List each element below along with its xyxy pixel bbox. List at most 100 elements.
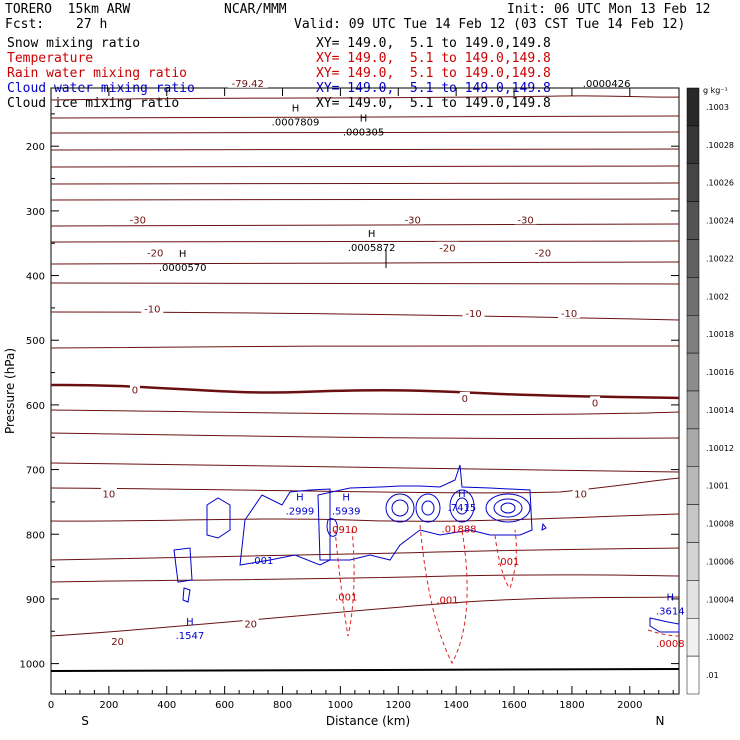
colorbar-swatch (686, 504, 700, 543)
cloud-water-contour (317, 464, 533, 561)
x-tick-label: 1000 (328, 700, 353, 711)
x-tick-label: 2000 (617, 700, 642, 711)
cloud-water-contours (173, 464, 680, 633)
direction-north: N (656, 714, 665, 728)
colorbar-tick-label: .1003 (706, 103, 729, 112)
valid-time: Valid: 09 UTC Tue 14 Feb 12 (03 CST Tue … (294, 17, 686, 32)
maximum-symbol: H (458, 489, 466, 500)
rain-water-contour (334, 529, 355, 637)
colorbar-tick-label: .10022 (706, 254, 734, 263)
isotherm-label: -10 (144, 305, 160, 316)
colorbar-swatch (686, 618, 700, 657)
maximum-value: .0000570 (159, 263, 207, 274)
cloud-water-contour (649, 617, 680, 633)
cloud-water-core (485, 493, 531, 523)
isotherm-label-bg (242, 617, 259, 629)
field-xy-rain: XY= 149.0, 5.1 to 149.0,149.8 (316, 66, 551, 81)
maximum-value: .1547 (176, 631, 205, 642)
isotherm-line (50, 131, 680, 134)
isotherm-label: 0 (462, 394, 468, 405)
isotherm-label-bg (100, 487, 117, 499)
direction-south: S (81, 714, 89, 728)
rain-water-contour (419, 524, 468, 665)
rain-water-contour (494, 529, 517, 589)
x-tick-label: 1200 (386, 700, 411, 711)
cloud-water-contour (173, 547, 193, 583)
colorbar-tick-label: .1001 (706, 482, 729, 491)
isotherm-label-bg (531, 246, 554, 258)
maximum-value: .2999 (286, 506, 315, 517)
y-tick-label: 500 (26, 336, 45, 347)
y-tick-label: 200 (26, 142, 45, 153)
maximum-symbol: H (368, 229, 376, 240)
isotherm-label-bg (109, 634, 126, 646)
isotherm-line (50, 282, 680, 285)
colorbar-swatch (686, 277, 700, 316)
isotherm-line (50, 261, 680, 265)
cloud-water-core (415, 493, 441, 523)
field-xy-snow: XY= 149.0, 5.1 to 149.0,149.8 (316, 36, 551, 51)
colorbar-swatch (686, 428, 700, 467)
isotherm-line (50, 345, 680, 349)
field-xy-temperature: XY= 149.0, 5.1 to 149.0,149.8 (316, 51, 551, 66)
maxima-labels: H .0007809 H .000305 H .0005872 H .0000570 .0000… (159, 79, 685, 650)
colorbar-tick-label: .10008 (706, 520, 734, 529)
x-tick-label: 800 (273, 700, 292, 711)
x-tick-label: 1800 (559, 700, 584, 711)
maximum-symbol: H (296, 492, 304, 503)
isotherm-label-bg (558, 307, 581, 319)
isotherm-label-bg (129, 383, 140, 395)
isotherm-line (50, 432, 680, 440)
x-tick-label: 1600 (501, 700, 526, 711)
isotherm-label: -20 (147, 248, 163, 259)
isotherm-label: -10 (561, 309, 577, 320)
maximum-value: .001 (497, 557, 519, 568)
isotherm-label: -20 (439, 244, 455, 255)
colorbar-tick-label: .10004 (706, 595, 734, 604)
cloud-water-contour (182, 587, 191, 603)
freezing-isotherm (50, 383, 680, 400)
isotherm-label-bg (462, 307, 485, 319)
surface-line (50, 668, 680, 672)
cloud-water-contour (239, 488, 331, 566)
colorbar-tick-label: .01 (706, 671, 719, 680)
field-name-cloud-ice: Cloud ice mixing ratio (7, 96, 180, 111)
isotherm-labels: -79.42 -30 -30 -30 -20 -20 -20 -10 -10 -10 0 0 0 10 10… (100, 76, 601, 648)
isotherm-label: -79.42 (232, 79, 264, 90)
isotherm-label-bg (572, 487, 589, 499)
cloud-water-core (500, 502, 516, 514)
isotherm-line (50, 462, 680, 473)
isotherm-line (50, 115, 680, 119)
isotherm-label-bg (514, 213, 537, 225)
isotherm-line (50, 198, 680, 201)
field-xy-cloud-ice: XY= 149.0, 5.1 to 149.0,149.8 (316, 96, 551, 111)
isotherm-label: -10 (465, 309, 481, 320)
maximum-symbol: H (186, 617, 194, 628)
maximum-value: .0910 (329, 525, 358, 536)
colorbar-tick-label: .10014 (706, 406, 734, 415)
isotherm-label: 20 (244, 620, 257, 631)
colorbar-tick-label: .10002 (706, 633, 734, 642)
maximum-symbol: H (292, 104, 300, 115)
isotherm-line (50, 409, 680, 416)
colorbar-swatch (686, 87, 700, 127)
colorbar-swatch (686, 352, 700, 392)
cloud-water-core (455, 497, 469, 515)
maximum-value: .3614 (656, 607, 685, 618)
isotherm-label-bg (436, 241, 459, 253)
forecast-value: 27 h (76, 17, 108, 32)
cloud-water-core (385, 493, 415, 523)
maximum-symbol: H (179, 249, 187, 260)
forecast-label: Fcst: (5, 17, 45, 32)
cloud-water-contour (326, 518, 338, 537)
maximum-value: .5939 (332, 506, 361, 517)
cloud-water-contour (541, 522, 547, 531)
isotherm-label-bg (144, 246, 167, 258)
maximum-symbol: H (360, 113, 368, 124)
isotherm-line (50, 547, 680, 561)
maximum-value: .01888 (442, 524, 477, 535)
colorbar: .1003 .10028 .10026 .10024 .10022 .1002 .10018… (686, 87, 734, 695)
cloud-water-core (449, 489, 475, 523)
field-name-temperature: Temperature (7, 51, 94, 66)
